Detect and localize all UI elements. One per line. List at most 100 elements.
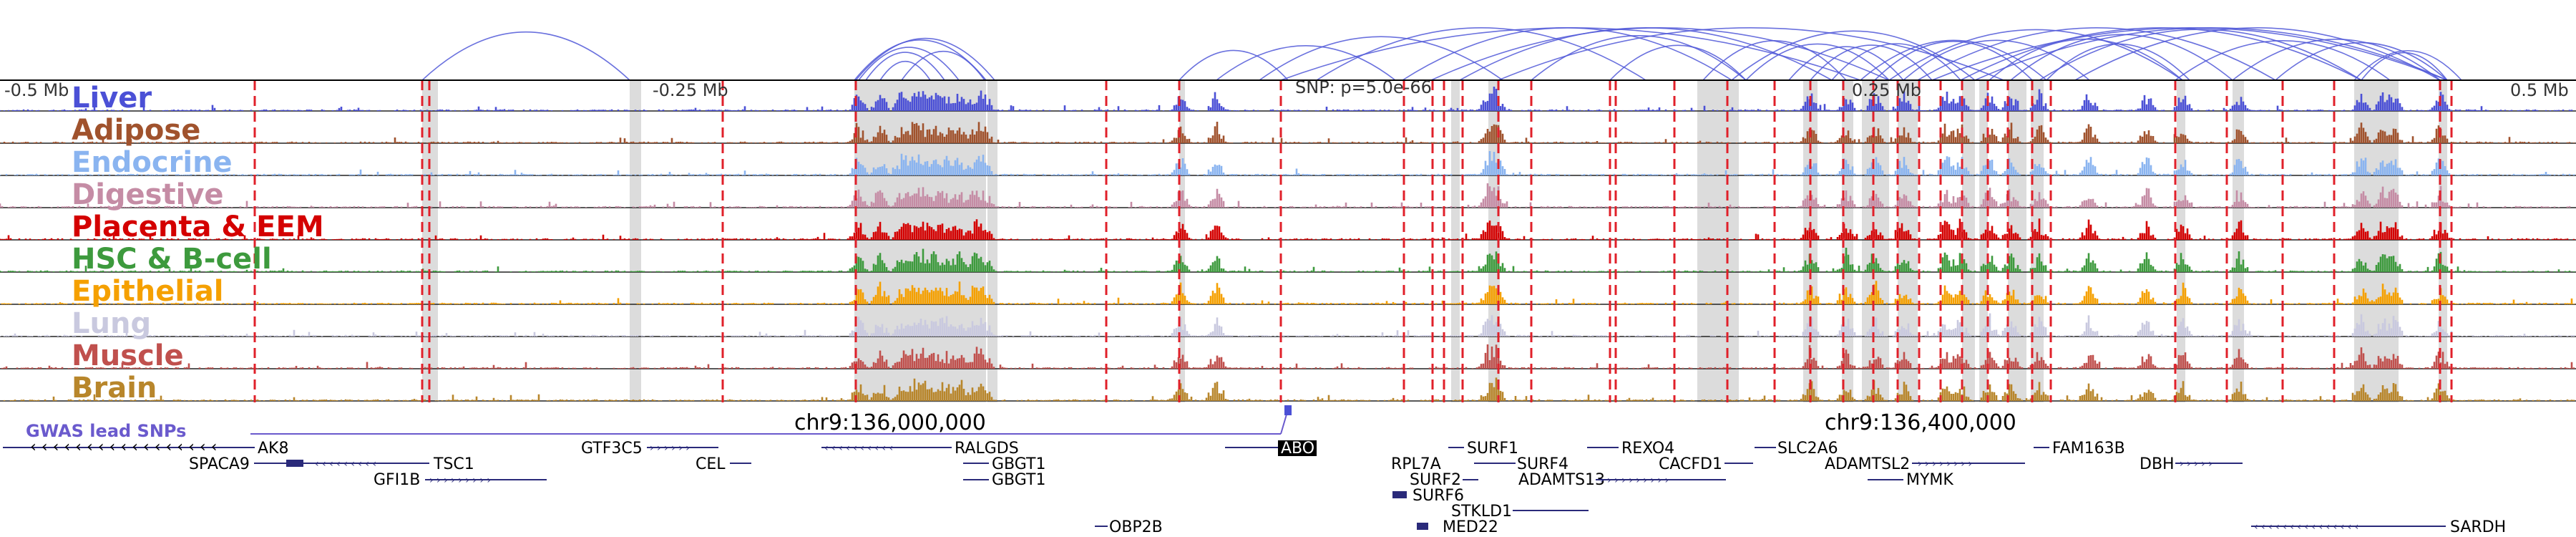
- track-brain: [0, 377, 2576, 402]
- peak-band: [2031, 80, 2044, 402]
- peak-band: [1179, 80, 1185, 402]
- track-label-muscle: Muscle: [72, 339, 184, 372]
- loop-arc: [1810, 44, 1933, 81]
- loop-arc: [1316, 27, 1646, 81]
- peak-band: [1451, 80, 1460, 402]
- loop-arc: [2074, 27, 2441, 81]
- peak-band: [1962, 80, 1975, 402]
- gene-surf2: SURF2: [1410, 471, 1478, 489]
- loop-arc: [901, 50, 985, 81]
- svg-text:SURF4: SURF4: [1517, 455, 1568, 473]
- track-muscle: [0, 344, 2576, 369]
- track-label-hsc: HSC & B-cell: [72, 243, 272, 276]
- loop-arc: [1216, 45, 1396, 81]
- gene-tsc1: ‹ ‹ ‹ ‹ ‹ ‹ ‹ ‹ ‹ TSC1: [308, 455, 474, 473]
- gene-cacfd1: CACFD1: [1659, 455, 1753, 473]
- svg-text:RPL7A: RPL7A: [1391, 455, 1441, 473]
- loop-arc: [865, 52, 945, 81]
- ruler-mid-right-label: 0.25 Mb: [1852, 80, 1921, 100]
- svg-text:CACFD1: CACFD1: [1659, 455, 1722, 473]
- track-label-liver: Liver: [72, 82, 152, 115]
- svg-text:ADAMTSL2: ADAMTSL2: [1825, 455, 1910, 473]
- loop-arc: [879, 61, 931, 81]
- ruler-left-label: -0.5 Mb: [4, 80, 69, 100]
- track-labels: Liver Adipose Endocrine Digestive Placen…: [72, 82, 324, 405]
- gene-ralgds: ‹ ‹ ‹ ‹ ‹ ‹ ‹ ‹ ‹ ‹ RALGDS: [821, 440, 1019, 458]
- svg-text:ADAMTS13: ADAMTS13: [1518, 471, 1605, 489]
- svg-text:› › › › › › › › ›: › › › › › › › › ›: [429, 475, 491, 486]
- svg-text:MYMK: MYMK: [1906, 471, 1953, 489]
- loop-arc: [1609, 44, 1747, 81]
- track-label-placenta: Placenta & EEM: [72, 211, 324, 243]
- track-adipose: [0, 122, 2576, 144]
- svg-text:GBGT1: GBGT1: [992, 455, 1045, 473]
- loop-arc: [421, 32, 630, 81]
- peak-band: [630, 80, 641, 402]
- gene-rexo4: REXO4: [1587, 440, 1674, 458]
- svg-text:‹ ‹ ‹ ‹ ‹ ‹ ‹ ‹ ‹ ‹: ‹ ‹ ‹ ‹ ‹ ‹ ‹ ‹ ‹ ‹: [824, 442, 893, 454]
- gene-gbgt1-a: GBGT1: [963, 455, 1045, 473]
- ruler-mid-left-label: -0.25 Mb: [653, 80, 728, 100]
- gene-adamtsl2: ADAMTSL2 › › › › › › › ›: [1825, 455, 2025, 473]
- peak-band: [1898, 80, 1918, 402]
- track-endocrine: [0, 151, 2576, 176]
- gene-surf6: SURF6: [1392, 487, 1464, 505]
- track-label-brain: Brain: [72, 372, 157, 405]
- ruler-right-label: 0.5 Mb: [2510, 80, 2569, 100]
- loop-arc: [858, 47, 960, 81]
- loop-arc: [1831, 43, 1961, 81]
- svg-text:› › › › › › › › › ›: › › › › › › › › › ›: [1600, 475, 1669, 486]
- svg-text:‹ ‹ ‹ ‹ ‹ ‹ ‹ ‹ ‹: ‹ ‹ ‹ ‹ ‹ ‹ ‹ ‹ ‹: [315, 458, 376, 470]
- loop-arc: [2275, 42, 2448, 81]
- loop-arc: [1903, 39, 2090, 81]
- coord-label-right: chr9:136,400,000: [1825, 410, 2016, 435]
- svg-text:GBGT1: GBGT1: [992, 471, 1045, 489]
- loop-arc: [1917, 27, 2276, 81]
- svg-text:› › › › › ›: › › › › › ›: [650, 442, 690, 454]
- loop-arc: [855, 37, 995, 81]
- highlight-lines: [253, 80, 2453, 402]
- loop-arc: [1745, 43, 1890, 81]
- peak-band: [1979, 80, 1988, 402]
- gwas-lead-snp-marker: [1284, 405, 1292, 415]
- track-label-endocrine: Endocrine: [72, 146, 233, 179]
- track-hsc-b-cell: [0, 248, 2576, 273]
- loop-arc: [1974, 27, 2448, 81]
- peak-band: [429, 80, 438, 402]
- loop-arc: [1402, 27, 1732, 81]
- loop-arc: [1702, 40, 1847, 81]
- svg-text:DBH: DBH: [2140, 455, 2175, 473]
- gene-obp2b: OBP2B: [1095, 518, 1163, 536]
- snp-pvalue-label: SNP: p=5.0e-66: [1295, 77, 1432, 97]
- loop-arc: [2046, 43, 2190, 81]
- svg-text:REXO4: REXO4: [1621, 440, 1674, 458]
- loop-arc: [1960, 27, 2362, 81]
- signal-tracks: [0, 87, 2576, 402]
- gene-slc2a6: SLC2A6: [1755, 440, 1838, 458]
- gene-stkld1: STKLD1: [1451, 503, 1589, 521]
- track-digestive: [0, 183, 2576, 208]
- svg-text:MED22: MED22: [1443, 518, 1498, 536]
- gene-gtf3c5: GTF3C5 › › › › › ›: [581, 440, 718, 458]
- loop-arc: [2232, 39, 2441, 81]
- track-label-epithelial: Epithelial: [72, 275, 224, 308]
- svg-text:AK8: AK8: [258, 440, 288, 458]
- loop-arc: [1731, 30, 1976, 81]
- gene-dbh: DBH › › › › ›: [2140, 455, 2243, 473]
- loop-arc: [1259, 36, 1503, 81]
- track-epithelial: [0, 281, 2576, 305]
- svg-text:GFI1B: GFI1B: [374, 471, 420, 489]
- gene-med22: MED22: [1417, 518, 1498, 536]
- gene-gbgt1-b: GBGT1: [963, 471, 1045, 489]
- gene-cel: CEL: [696, 455, 751, 473]
- loop-arc: [1788, 46, 1904, 81]
- loop-arc: [1459, 27, 1833, 81]
- gene-gfi1b: GFI1B › › › › › › › › ›: [374, 471, 547, 489]
- svg-text:› › › › › › › ›: › › › › › › › ›: [1918, 458, 1972, 470]
- loop-arc: [1860, 39, 2047, 81]
- gene-surf1: SURF1: [1448, 440, 1518, 458]
- coord-label-left: chr9:136,000,000: [794, 410, 986, 435]
- loop-arc: [1888, 29, 2183, 81]
- svg-text:ABO: ABO: [1281, 440, 1314, 458]
